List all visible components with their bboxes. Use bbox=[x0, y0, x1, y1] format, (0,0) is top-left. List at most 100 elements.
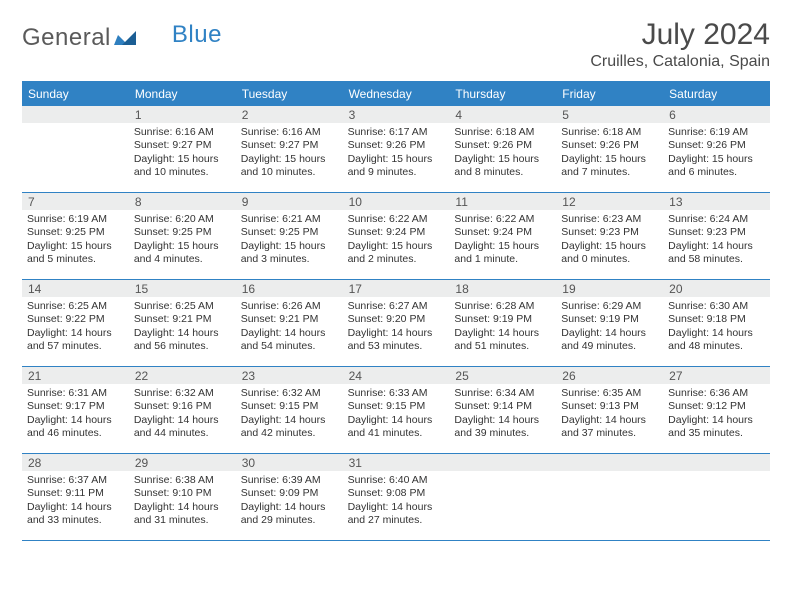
sunset-text: Sunset: 9:27 PM bbox=[134, 139, 231, 152]
dow-monday: Monday bbox=[129, 83, 236, 106]
daylight-text: Daylight: 14 hours and 42 minutes. bbox=[241, 414, 338, 441]
daylight-text: Daylight: 14 hours and 54 minutes. bbox=[241, 327, 338, 354]
day-details: Sunrise: 6:31 AMSunset: 9:17 PMDaylight:… bbox=[22, 384, 129, 441]
daylight-text: Daylight: 14 hours and 56 minutes. bbox=[134, 327, 231, 354]
sunset-text: Sunset: 9:25 PM bbox=[241, 226, 338, 239]
day-number: 14 bbox=[22, 280, 129, 297]
sunrise-text: Sunrise: 6:25 AM bbox=[134, 300, 231, 313]
daylight-text: Daylight: 14 hours and 51 minutes. bbox=[454, 327, 551, 354]
day-number: 16 bbox=[236, 280, 343, 297]
day-number: 8 bbox=[129, 193, 236, 210]
daylight-text: Daylight: 15 hours and 9 minutes. bbox=[348, 153, 445, 180]
calendar-cell: 13Sunrise: 6:24 AMSunset: 9:23 PMDayligh… bbox=[663, 193, 770, 279]
day-details: Sunrise: 6:22 AMSunset: 9:24 PMDaylight:… bbox=[449, 210, 556, 267]
day-details: Sunrise: 6:32 AMSunset: 9:16 PMDaylight:… bbox=[129, 384, 236, 441]
sunset-text: Sunset: 9:22 PM bbox=[27, 313, 124, 326]
daylight-text: Daylight: 14 hours and 37 minutes. bbox=[561, 414, 658, 441]
sunrise-text: Sunrise: 6:33 AM bbox=[348, 387, 445, 400]
calendar-cell: 15Sunrise: 6:25 AMSunset: 9:21 PMDayligh… bbox=[129, 280, 236, 366]
daylight-text: Daylight: 15 hours and 10 minutes. bbox=[134, 153, 231, 180]
day-details: Sunrise: 6:26 AMSunset: 9:21 PMDaylight:… bbox=[236, 297, 343, 354]
sunset-text: Sunset: 9:14 PM bbox=[454, 400, 551, 413]
sunrise-text: Sunrise: 6:39 AM bbox=[241, 474, 338, 487]
day-details: Sunrise: 6:40 AMSunset: 9:08 PMDaylight:… bbox=[343, 471, 450, 528]
day-details: Sunrise: 6:19 AMSunset: 9:25 PMDaylight:… bbox=[22, 210, 129, 267]
sunset-text: Sunset: 9:19 PM bbox=[561, 313, 658, 326]
sunset-text: Sunset: 9:26 PM bbox=[454, 139, 551, 152]
day-details: Sunrise: 6:23 AMSunset: 9:23 PMDaylight:… bbox=[556, 210, 663, 267]
calendar-cell: 2Sunrise: 6:16 AMSunset: 9:27 PMDaylight… bbox=[236, 106, 343, 192]
calendar-cell: 20Sunrise: 6:30 AMSunset: 9:18 PMDayligh… bbox=[663, 280, 770, 366]
calendar-cell: 30Sunrise: 6:39 AMSunset: 9:09 PMDayligh… bbox=[236, 454, 343, 540]
calendar-week: 21Sunrise: 6:31 AMSunset: 9:17 PMDayligh… bbox=[22, 367, 770, 454]
location-subtitle: Cruilles, Catalonia, Spain bbox=[590, 53, 770, 71]
daylight-text: Daylight: 14 hours and 53 minutes. bbox=[348, 327, 445, 354]
sunset-text: Sunset: 9:16 PM bbox=[134, 400, 231, 413]
daylight-text: Daylight: 15 hours and 4 minutes. bbox=[134, 240, 231, 267]
daylight-text: Daylight: 14 hours and 33 minutes. bbox=[27, 501, 124, 528]
calendar-week: 1Sunrise: 6:16 AMSunset: 9:27 PMDaylight… bbox=[22, 106, 770, 193]
sunrise-text: Sunrise: 6:27 AM bbox=[348, 300, 445, 313]
day-number bbox=[22, 106, 129, 123]
daylight-text: Daylight: 15 hours and 8 minutes. bbox=[454, 153, 551, 180]
brand-part2: Blue bbox=[172, 21, 222, 49]
daylight-text: Daylight: 14 hours and 49 minutes. bbox=[561, 327, 658, 354]
calendar-cell: 4Sunrise: 6:18 AMSunset: 9:26 PMDaylight… bbox=[449, 106, 556, 192]
day-details: Sunrise: 6:18 AMSunset: 9:26 PMDaylight:… bbox=[449, 123, 556, 180]
daylight-text: Daylight: 15 hours and 1 minute. bbox=[454, 240, 551, 267]
calendar-cell bbox=[663, 454, 770, 540]
sunrise-text: Sunrise: 6:21 AM bbox=[241, 213, 338, 226]
sunrise-text: Sunrise: 6:26 AM bbox=[241, 300, 338, 313]
day-details: Sunrise: 6:17 AMSunset: 9:26 PMDaylight:… bbox=[343, 123, 450, 180]
sunset-text: Sunset: 9:24 PM bbox=[454, 226, 551, 239]
daylight-text: Daylight: 15 hours and 2 minutes. bbox=[348, 240, 445, 267]
sunrise-text: Sunrise: 6:18 AM bbox=[561, 126, 658, 139]
calendar-cell: 1Sunrise: 6:16 AMSunset: 9:27 PMDaylight… bbox=[129, 106, 236, 192]
day-details: Sunrise: 6:35 AMSunset: 9:13 PMDaylight:… bbox=[556, 384, 663, 441]
sunset-text: Sunset: 9:21 PM bbox=[134, 313, 231, 326]
calendar-cell: 18Sunrise: 6:28 AMSunset: 9:19 PMDayligh… bbox=[449, 280, 556, 366]
daylight-text: Daylight: 15 hours and 10 minutes. bbox=[241, 153, 338, 180]
sunset-text: Sunset: 9:15 PM bbox=[348, 400, 445, 413]
sunset-text: Sunset: 9:23 PM bbox=[561, 226, 658, 239]
sunset-text: Sunset: 9:25 PM bbox=[134, 226, 231, 239]
daylight-text: Daylight: 14 hours and 27 minutes. bbox=[348, 501, 445, 528]
calendar-cell: 25Sunrise: 6:34 AMSunset: 9:14 PMDayligh… bbox=[449, 367, 556, 453]
calendar-cell: 23Sunrise: 6:32 AMSunset: 9:15 PMDayligh… bbox=[236, 367, 343, 453]
sunset-text: Sunset: 9:18 PM bbox=[668, 313, 765, 326]
calendar-cell: 5Sunrise: 6:18 AMSunset: 9:26 PMDaylight… bbox=[556, 106, 663, 192]
daylight-text: Daylight: 14 hours and 46 minutes. bbox=[27, 414, 124, 441]
day-number: 15 bbox=[129, 280, 236, 297]
day-details: Sunrise: 6:37 AMSunset: 9:11 PMDaylight:… bbox=[22, 471, 129, 528]
sunrise-text: Sunrise: 6:22 AM bbox=[454, 213, 551, 226]
day-number: 4 bbox=[449, 106, 556, 123]
day-details: Sunrise: 6:33 AMSunset: 9:15 PMDaylight:… bbox=[343, 384, 450, 441]
day-number: 27 bbox=[663, 367, 770, 384]
dow-sunday: Sunday bbox=[22, 83, 129, 106]
day-details: Sunrise: 6:27 AMSunset: 9:20 PMDaylight:… bbox=[343, 297, 450, 354]
day-number: 7 bbox=[22, 193, 129, 210]
calendar-cell: 26Sunrise: 6:35 AMSunset: 9:13 PMDayligh… bbox=[556, 367, 663, 453]
day-details: Sunrise: 6:32 AMSunset: 9:15 PMDaylight:… bbox=[236, 384, 343, 441]
daylight-text: Daylight: 14 hours and 58 minutes. bbox=[668, 240, 765, 267]
day-details: Sunrise: 6:24 AMSunset: 9:23 PMDaylight:… bbox=[663, 210, 770, 267]
day-number: 5 bbox=[556, 106, 663, 123]
day-number: 17 bbox=[343, 280, 450, 297]
month-title: July 2024 bbox=[590, 18, 770, 51]
sunset-text: Sunset: 9:17 PM bbox=[27, 400, 124, 413]
day-number: 21 bbox=[22, 367, 129, 384]
sunrise-text: Sunrise: 6:17 AM bbox=[348, 126, 445, 139]
day-details: Sunrise: 6:38 AMSunset: 9:10 PMDaylight:… bbox=[129, 471, 236, 528]
day-details: Sunrise: 6:22 AMSunset: 9:24 PMDaylight:… bbox=[343, 210, 450, 267]
sunrise-text: Sunrise: 6:16 AM bbox=[241, 126, 338, 139]
daylight-text: Daylight: 14 hours and 44 minutes. bbox=[134, 414, 231, 441]
calendar-cell: 6Sunrise: 6:19 AMSunset: 9:26 PMDaylight… bbox=[663, 106, 770, 192]
daylight-text: Daylight: 15 hours and 6 minutes. bbox=[668, 153, 765, 180]
day-details: Sunrise: 6:25 AMSunset: 9:21 PMDaylight:… bbox=[129, 297, 236, 354]
day-number bbox=[556, 454, 663, 471]
day-number: 13 bbox=[663, 193, 770, 210]
day-number: 30 bbox=[236, 454, 343, 471]
sunrise-text: Sunrise: 6:30 AM bbox=[668, 300, 765, 313]
day-details: Sunrise: 6:39 AMSunset: 9:09 PMDaylight:… bbox=[236, 471, 343, 528]
day-number: 23 bbox=[236, 367, 343, 384]
